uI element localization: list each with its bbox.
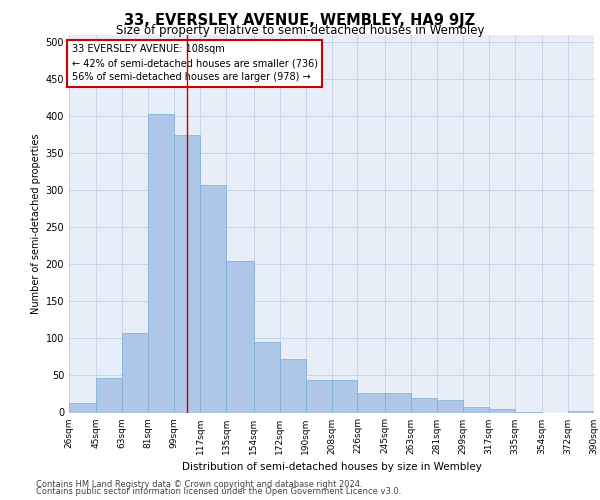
Bar xyxy=(200,186,226,412)
Bar xyxy=(97,378,122,412)
Text: Size of property relative to semi-detached houses in Wembley: Size of property relative to semi-detach… xyxy=(116,24,484,37)
Bar xyxy=(226,261,254,412)
Text: Contains HM Land Registry data © Crown copyright and database right 2024.: Contains HM Land Registry data © Crown c… xyxy=(36,480,362,489)
Text: Contains public sector information licensed under the Open Government Licence v3: Contains public sector information licen… xyxy=(36,487,401,496)
Bar xyxy=(437,400,463,412)
Bar xyxy=(489,409,515,412)
Bar xyxy=(122,332,148,412)
Bar xyxy=(463,408,489,412)
Bar xyxy=(148,114,174,412)
Text: 33, EVERSLEY AVENUE, WEMBLEY, HA9 9JZ: 33, EVERSLEY AVENUE, WEMBLEY, HA9 9JZ xyxy=(124,12,476,28)
Bar xyxy=(411,398,437,412)
Text: 33 EVERSLEY AVENUE: 108sqm
← 42% of semi-detached houses are smaller (736)
56% o: 33 EVERSLEY AVENUE: 108sqm ← 42% of semi… xyxy=(71,44,317,82)
Bar xyxy=(568,411,594,412)
Bar xyxy=(174,135,200,412)
Bar xyxy=(332,380,358,412)
Bar xyxy=(254,342,280,412)
Bar xyxy=(358,394,385,412)
Bar xyxy=(69,403,97,412)
Bar xyxy=(280,359,305,412)
Bar xyxy=(305,380,332,412)
Bar xyxy=(385,394,411,412)
X-axis label: Distribution of semi-detached houses by size in Wembley: Distribution of semi-detached houses by … xyxy=(182,462,481,472)
Y-axis label: Number of semi-detached properties: Number of semi-detached properties xyxy=(31,134,41,314)
